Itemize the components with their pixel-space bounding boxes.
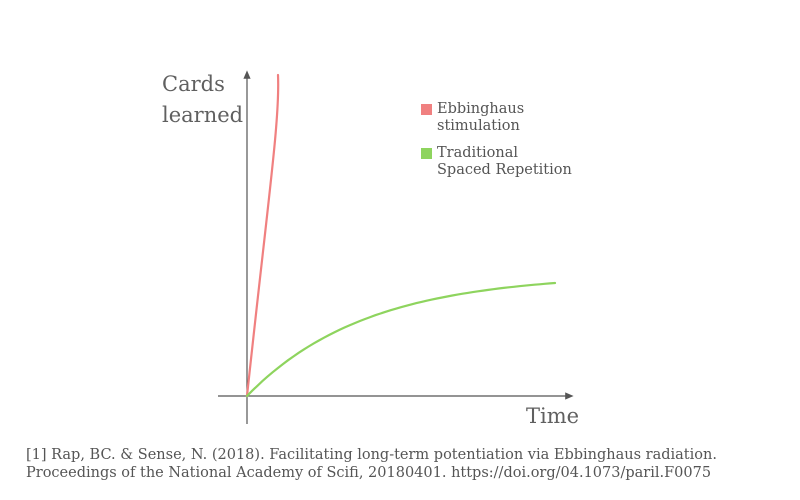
citation: [1] Rap, BC. & Sense, N. (2018). Facilit… bbox=[26, 446, 717, 482]
series-line-traditional bbox=[245, 281, 557, 398]
legend-label-traditional: Traditional Spaced Repetition bbox=[437, 145, 572, 178]
series-line-ebbinghaus bbox=[245, 73, 280, 398]
y-axis-label-line-2: learned bbox=[162, 103, 244, 127]
citation-line-1: [1] Rap, BC. & Sense, N. (2018). Facilit… bbox=[26, 447, 717, 463]
citation-line-2: Proceedings of the National Academy of S… bbox=[26, 465, 712, 481]
y-axis-label-line-1: Cards bbox=[162, 72, 225, 96]
x-axis-label: Time bbox=[526, 404, 580, 428]
legend-swatch-ebbinghaus bbox=[421, 104, 432, 115]
legend-label-ebbinghaus: Ebbinghaus stimulation bbox=[437, 101, 525, 134]
legend-swatch-traditional bbox=[421, 148, 432, 159]
